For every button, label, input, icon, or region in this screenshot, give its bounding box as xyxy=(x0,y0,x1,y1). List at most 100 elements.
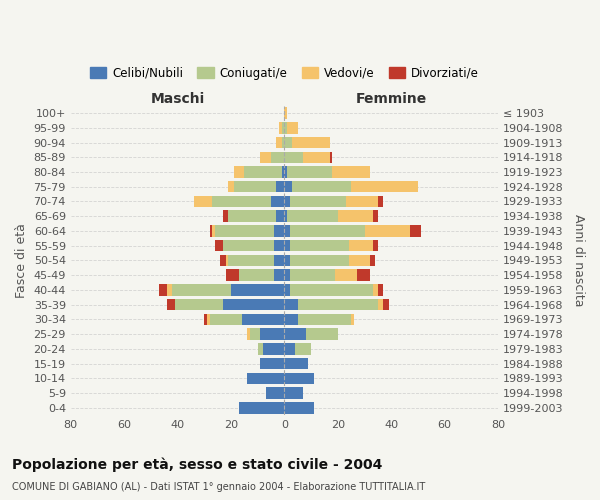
Bar xyxy=(274,270,284,281)
Text: Popolazione per età, sesso e stato civile - 2004: Popolazione per età, sesso e stato civil… xyxy=(12,458,382,472)
Bar xyxy=(332,166,370,178)
Bar xyxy=(284,372,314,384)
Bar xyxy=(207,314,209,325)
Bar xyxy=(356,270,370,281)
Bar xyxy=(229,181,233,192)
Bar xyxy=(378,196,383,207)
Bar xyxy=(351,181,418,192)
Bar xyxy=(167,299,175,310)
Bar xyxy=(250,328,260,340)
Bar xyxy=(258,343,263,354)
Bar xyxy=(242,314,284,325)
Bar xyxy=(410,225,421,236)
Bar xyxy=(271,196,284,207)
Bar xyxy=(260,152,271,163)
Bar xyxy=(365,225,410,236)
Bar xyxy=(287,166,332,178)
Bar xyxy=(194,196,212,207)
Bar xyxy=(263,343,284,354)
Bar xyxy=(284,210,287,222)
Bar xyxy=(373,240,378,252)
Bar xyxy=(290,254,349,266)
Bar xyxy=(260,328,284,340)
Bar xyxy=(274,240,284,252)
Bar xyxy=(284,166,287,178)
Bar xyxy=(373,284,378,296)
Bar xyxy=(306,328,338,340)
Bar xyxy=(226,254,229,266)
Text: Maschi: Maschi xyxy=(151,92,205,106)
Bar xyxy=(298,314,351,325)
Bar xyxy=(349,254,370,266)
Bar xyxy=(282,166,284,178)
Bar xyxy=(378,284,383,296)
Bar xyxy=(284,108,287,119)
Bar xyxy=(290,225,365,236)
Bar xyxy=(298,299,378,310)
Bar xyxy=(233,181,277,192)
Bar xyxy=(373,210,378,222)
Bar xyxy=(290,196,346,207)
Bar xyxy=(279,122,282,134)
Bar xyxy=(212,196,271,207)
Bar xyxy=(338,210,373,222)
Bar xyxy=(351,314,354,325)
Bar xyxy=(284,225,290,236)
Bar xyxy=(247,372,284,384)
Bar xyxy=(212,225,215,236)
Bar xyxy=(284,181,292,192)
Text: Femmine: Femmine xyxy=(356,92,427,106)
Bar xyxy=(223,299,284,310)
Bar xyxy=(284,152,303,163)
Bar xyxy=(284,299,298,310)
Bar xyxy=(233,166,244,178)
Bar xyxy=(277,137,282,148)
Bar xyxy=(378,299,383,310)
Bar xyxy=(284,196,290,207)
Bar xyxy=(290,284,373,296)
Bar xyxy=(370,254,375,266)
Bar xyxy=(346,196,378,207)
Bar xyxy=(223,240,274,252)
Bar xyxy=(284,388,303,399)
Bar xyxy=(335,270,356,281)
Bar xyxy=(215,225,274,236)
Bar xyxy=(282,137,284,148)
Bar xyxy=(284,328,306,340)
Bar xyxy=(244,166,282,178)
Bar xyxy=(282,122,284,134)
Bar xyxy=(349,240,373,252)
Bar xyxy=(220,254,226,266)
Bar xyxy=(287,210,338,222)
Bar xyxy=(229,210,277,222)
Bar xyxy=(271,152,284,163)
Text: COMUNE DI GABIANO (AL) - Dati ISTAT 1° gennaio 2004 - Elaborazione TUTTITALIA.IT: COMUNE DI GABIANO (AL) - Dati ISTAT 1° g… xyxy=(12,482,425,492)
Bar xyxy=(290,240,349,252)
Y-axis label: Anni di nascita: Anni di nascita xyxy=(572,214,585,306)
Bar xyxy=(284,270,290,281)
Bar xyxy=(295,343,311,354)
Bar xyxy=(260,358,284,370)
Bar xyxy=(231,284,284,296)
Bar xyxy=(209,314,242,325)
Bar xyxy=(266,388,284,399)
Bar xyxy=(284,240,290,252)
Bar xyxy=(284,254,290,266)
Bar xyxy=(290,270,335,281)
Bar xyxy=(175,299,223,310)
Bar xyxy=(284,284,290,296)
Bar xyxy=(277,181,284,192)
Bar xyxy=(284,343,295,354)
Bar xyxy=(284,358,308,370)
Bar xyxy=(223,210,229,222)
Bar xyxy=(330,152,332,163)
Bar xyxy=(215,240,223,252)
Bar xyxy=(274,254,284,266)
Y-axis label: Fasce di età: Fasce di età xyxy=(15,223,28,298)
Bar xyxy=(229,254,274,266)
Bar xyxy=(205,314,207,325)
Bar xyxy=(274,225,284,236)
Bar xyxy=(247,328,250,340)
Bar xyxy=(284,402,314,413)
Bar xyxy=(292,181,351,192)
